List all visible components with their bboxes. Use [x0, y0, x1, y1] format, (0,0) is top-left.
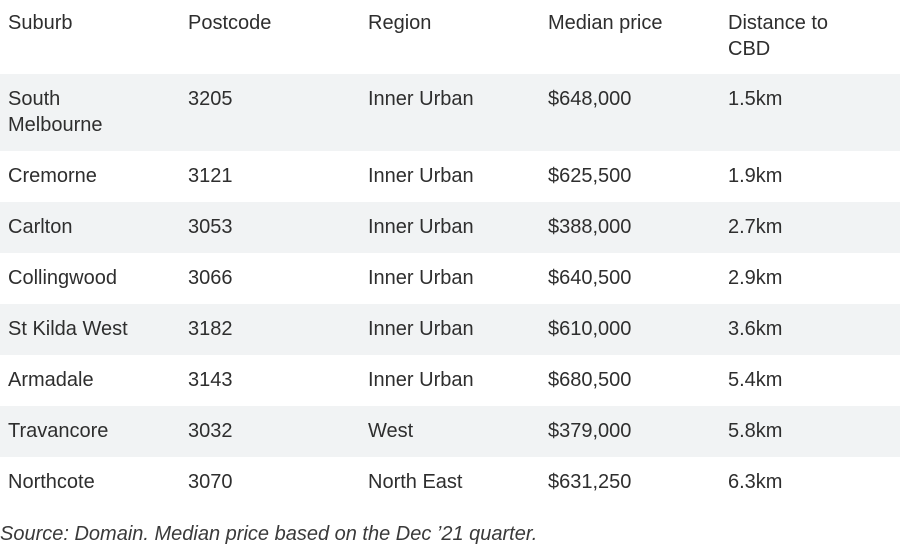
cell-suburb: Armadale — [8, 369, 94, 391]
cell-region: Inner Urban — [368, 369, 474, 391]
cell-postcode: 3066 — [188, 267, 233, 289]
cell-postcode: 3121 — [188, 165, 233, 187]
cell-distance: 6.3km — [728, 471, 783, 493]
cell-region: Inner Urban — [368, 88, 474, 110]
table-row: Armadale 3143 Inner Urban $680,500 5.4km — [0, 355, 900, 406]
cell-region: Inner Urban — [368, 267, 474, 289]
cell-median-price: $640,500 — [548, 267, 632, 289]
cell-suburb: Travancore — [8, 420, 109, 442]
table-row: Cremorne 3121 Inner Urban $625,500 1.9km — [0, 151, 900, 202]
source-note: Source: Domain. Median price based on th… — [0, 523, 538, 545]
cell-suburb: Cremorne — [8, 165, 97, 187]
header-suburb: Suburb — [8, 12, 73, 34]
cell-distance: 2.9km — [728, 267, 783, 289]
cell-distance: 5.4km — [728, 369, 783, 391]
cell-region: West — [368, 420, 414, 442]
table-row: Northcote 3070 North East $631,250 6.3km — [0, 457, 900, 508]
cell-median-price: $680,500 — [548, 369, 632, 391]
cell-distance: 5.8km — [728, 420, 783, 442]
suburb-price-table: Suburb Postcode Region Median price Dist… — [0, 0, 900, 508]
cell-region: Inner Urban — [368, 165, 474, 187]
cell-suburb: St Kilda West — [8, 318, 128, 340]
cell-distance: 2.7km — [728, 216, 783, 238]
table-body: South Melbourne 3205 Inner Urban $648,00… — [0, 74, 900, 508]
table-row: St Kilda West 3182 Inner Urban $610,000 … — [0, 304, 900, 355]
header-postcode: Postcode — [188, 12, 272, 34]
cell-distance: 1.5km — [728, 88, 783, 110]
cell-median-price: $388,000 — [548, 216, 632, 238]
cell-region: Inner Urban — [368, 318, 474, 340]
cell-median-price: $610,000 — [548, 318, 632, 340]
cell-suburb: Northcote — [8, 471, 95, 493]
cell-suburb: South Melbourne — [8, 88, 103, 136]
header-region: Region — [368, 12, 432, 34]
table-row: Carlton 3053 Inner Urban $388,000 2.7km — [0, 202, 900, 253]
header-median-price: Median price — [548, 12, 663, 34]
cell-region: North East — [368, 471, 463, 493]
cell-distance: 1.9km — [728, 165, 783, 187]
table-row: Collingwood 3066 Inner Urban $640,500 2.… — [0, 253, 900, 304]
cell-postcode: 3143 — [188, 369, 233, 391]
cell-median-price: $379,000 — [548, 420, 632, 442]
table-row: South Melbourne 3205 Inner Urban $648,00… — [0, 74, 900, 151]
cell-postcode: 3182 — [188, 318, 233, 340]
cell-region: Inner Urban — [368, 216, 474, 238]
cell-postcode: 3032 — [188, 420, 233, 442]
cell-median-price: $625,500 — [548, 165, 632, 187]
cell-median-price: $631,250 — [548, 471, 632, 493]
cell-postcode: 3053 — [188, 216, 233, 238]
table-row: Travancore 3032 West $379,000 5.8km — [0, 406, 900, 457]
header-row: Suburb Postcode Region Median price Dist… — [0, 0, 900, 74]
cell-suburb: Collingwood — [8, 267, 117, 289]
cell-distance: 3.6km — [728, 318, 783, 340]
cell-postcode: 3205 — [188, 88, 233, 110]
table-header: Suburb Postcode Region Median price Dist… — [0, 0, 900, 74]
cell-median-price: $648,000 — [548, 88, 632, 110]
cell-suburb: Carlton — [8, 216, 73, 238]
cell-postcode: 3070 — [188, 471, 233, 493]
header-distance-to-cbd: Distance to CBD — [728, 12, 829, 60]
